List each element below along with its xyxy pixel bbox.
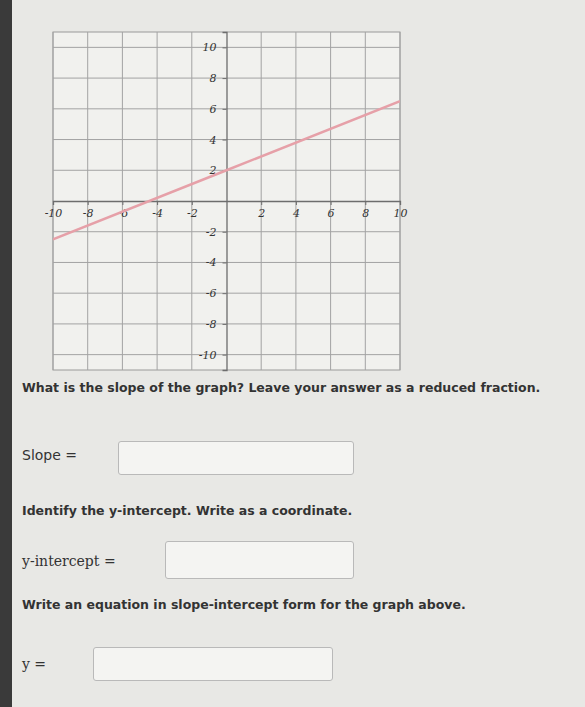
tick: 4 xyxy=(292,201,300,220)
tick-label: -8 xyxy=(206,318,217,331)
tick-mark xyxy=(261,201,262,205)
tick-label: 4 xyxy=(292,207,300,220)
tick-mark xyxy=(296,201,297,205)
tick-label: -2 xyxy=(206,226,217,239)
tick: -4 xyxy=(152,201,163,220)
tick: -10 xyxy=(199,349,227,362)
tick: 2 xyxy=(257,201,265,220)
tick-label: 6 xyxy=(210,103,217,116)
tick-label: 8 xyxy=(210,72,217,85)
tick-label: 10 xyxy=(203,41,217,54)
tick: -6 xyxy=(206,287,227,300)
tick-mark xyxy=(223,109,227,110)
tick: -8 xyxy=(83,201,94,220)
tick-mark xyxy=(331,201,332,205)
tick-mark xyxy=(122,201,123,205)
tick-mark xyxy=(400,201,401,205)
tick-mark xyxy=(365,201,366,205)
tick-mark xyxy=(223,78,227,79)
answer-label: y-intercept = xyxy=(22,553,116,569)
tick-label: -2 xyxy=(187,207,198,220)
tick-mark xyxy=(223,324,227,325)
answer-label: Slope = xyxy=(22,447,77,463)
tick-label: 4 xyxy=(209,134,217,147)
tick: -2 xyxy=(187,201,198,220)
answer-box[interactable] xyxy=(93,647,333,681)
tick: 8 xyxy=(362,201,369,220)
x-axis: -10-8-6-4-2246810 xyxy=(45,201,408,220)
tick: 8 xyxy=(210,72,227,85)
tick-mark xyxy=(88,201,89,205)
tick-label: -10 xyxy=(45,207,63,220)
tick-label: -4 xyxy=(152,207,163,220)
tick-mark xyxy=(223,293,227,294)
data-line xyxy=(53,101,400,239)
tick-mark xyxy=(223,140,227,141)
y-axis: -10-8-6-4-2246810 xyxy=(199,33,227,371)
plot-marks xyxy=(53,101,400,239)
tick-mark xyxy=(53,201,54,205)
tick-label: 8 xyxy=(362,207,369,220)
tick-label: -10 xyxy=(199,349,217,362)
tick-label: -4 xyxy=(206,256,217,269)
tick: -10 xyxy=(45,201,63,220)
tick: -4 xyxy=(206,256,227,269)
tick-mark xyxy=(223,355,227,356)
answer-box[interactable] xyxy=(165,541,354,579)
tick-label: 2 xyxy=(257,207,265,220)
tick: 6 xyxy=(328,201,335,220)
tick: 4 xyxy=(209,134,227,147)
tick-label: -6 xyxy=(206,287,217,300)
tick-label: 10 xyxy=(394,207,408,220)
tick-mark xyxy=(192,201,193,205)
grid xyxy=(53,32,400,370)
question-prompt: Write an equation in slope-intercept for… xyxy=(22,597,466,612)
grid-line-x xyxy=(53,32,54,370)
tick-mark xyxy=(157,201,158,205)
tick: 6 xyxy=(210,103,227,116)
tick-mark xyxy=(223,232,227,233)
question-prompt: What is the slope of the graph? Leave yo… xyxy=(22,380,540,395)
tick-label: -8 xyxy=(83,207,94,220)
photo-edge xyxy=(0,0,12,707)
answer-box[interactable] xyxy=(118,441,354,475)
tick-mark xyxy=(223,262,227,263)
tick-mark xyxy=(223,47,227,48)
tick-label: 6 xyxy=(328,207,335,220)
tick: -2 xyxy=(206,226,227,239)
tick: 10 xyxy=(203,41,227,54)
tick: 10 xyxy=(394,201,408,220)
tick: -8 xyxy=(206,318,227,331)
axis-line xyxy=(223,33,228,371)
question-prompt: Identify the y-intercept. Write as a coo… xyxy=(22,503,352,518)
answer-label: y = xyxy=(22,656,46,672)
plot-frame xyxy=(53,32,400,370)
